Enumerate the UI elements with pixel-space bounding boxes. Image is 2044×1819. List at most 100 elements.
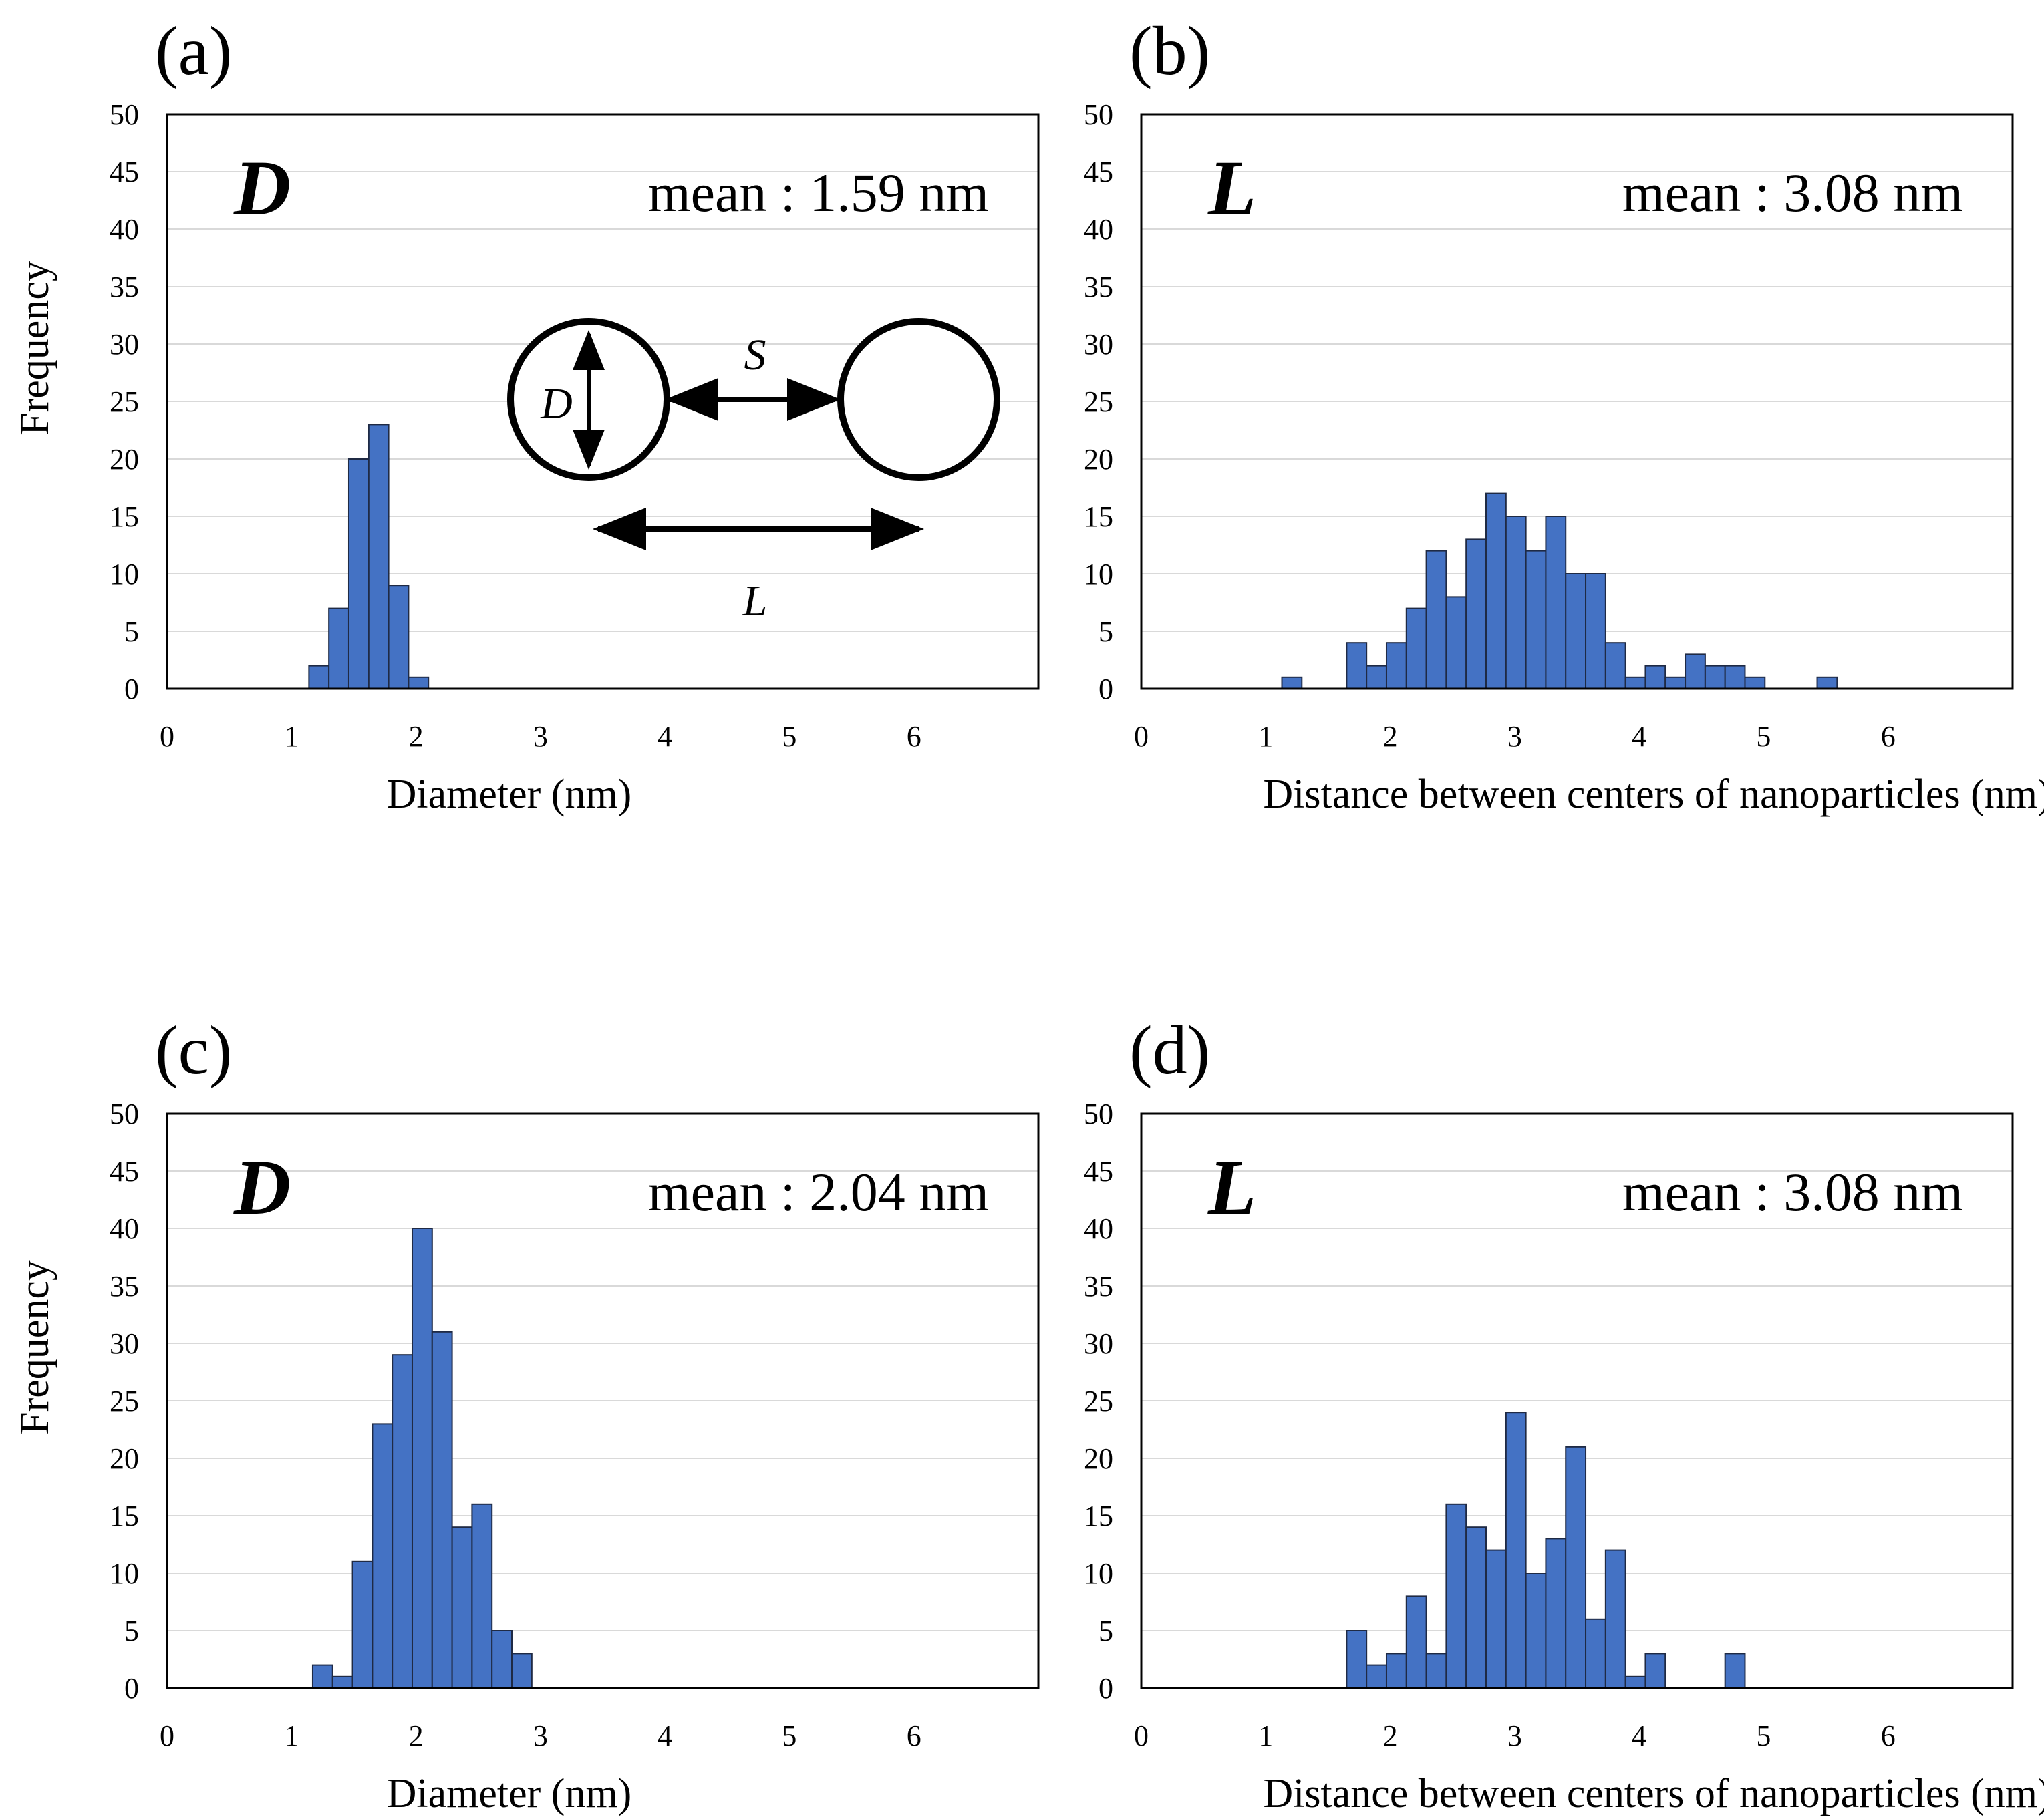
x-tick-label: 2	[1383, 720, 1398, 753]
y-tick-label: 30	[1084, 328, 1113, 361]
histogram-bar	[1366, 665, 1387, 689]
x-tick-label: 1	[1258, 720, 1273, 753]
y-tick-label: 45	[110, 156, 139, 188]
panel-label: (c)	[155, 1012, 232, 1089]
histogram-bar	[408, 676, 430, 689]
y-tick-label: 40	[110, 1212, 139, 1245]
y-tick-label: 50	[1084, 98, 1113, 131]
x-tick-label: 3	[533, 1719, 548, 1752]
x-tick-label: 5	[1756, 720, 1771, 753]
histogram-bar	[1545, 516, 1567, 689]
histogram-bar	[431, 1331, 453, 1689]
histogram-bar	[1465, 538, 1487, 690]
histogram-bar	[1565, 1446, 1587, 1689]
y-tick-label: 10	[110, 1557, 139, 1590]
histogram-bar	[1816, 676, 1838, 689]
corner-label: L	[1207, 1144, 1256, 1231]
y-tick-label: 40	[1084, 213, 1113, 246]
y-tick-label: 0	[1099, 1672, 1113, 1705]
x-tick-label: 2	[1383, 1719, 1398, 1752]
y-tick-label: 45	[1084, 1155, 1113, 1188]
mean-label: mean : 3.08 nm	[1622, 162, 1963, 223]
histogram-bar	[1505, 516, 1527, 689]
y-tick-label: 10	[110, 558, 139, 591]
x-tick-label: 4	[658, 720, 672, 753]
histogram-bar	[1585, 1618, 1606, 1689]
histogram-bar	[311, 1664, 333, 1689]
histogram-bar	[471, 1503, 493, 1689]
histogram-bar	[372, 1423, 394, 1689]
panel-label: (b)	[1129, 13, 1210, 90]
x-tick-label: 1	[1258, 1719, 1273, 1752]
histogram-bar	[491, 1630, 513, 1689]
mean-label: mean : 1.59 nm	[648, 162, 989, 223]
y-tick-label: 30	[110, 1327, 139, 1360]
histogram-bar	[1385, 642, 1407, 690]
histogram-bar	[1644, 1653, 1666, 1689]
y-axis-label: Frequency	[12, 261, 57, 436]
x-tick-label: 6	[907, 1719, 921, 1752]
histogram-bar	[1445, 1503, 1467, 1689]
histogram-bar	[1465, 1526, 1487, 1689]
x-tick-label: 1	[284, 720, 299, 753]
y-tick-label: 25	[1084, 385, 1113, 418]
x-tick-label: 3	[533, 720, 548, 753]
histogram-bar	[1664, 676, 1687, 689]
histogram-bar	[1425, 550, 1447, 689]
histogram-bar	[511, 1653, 533, 1689]
histogram-bar	[411, 1228, 433, 1689]
histogram-bar	[1346, 1630, 1368, 1689]
y-tick-label: 40	[110, 213, 139, 246]
y-tick-label: 25	[1084, 1385, 1113, 1418]
x-tick-label: 4	[658, 1719, 672, 1752]
x-tick-label: 3	[1507, 720, 1522, 753]
y-tick-label: 5	[1099, 615, 1113, 648]
histogram-bar	[1624, 1675, 1646, 1689]
histogram-bar	[1744, 676, 1766, 689]
histogram-bar	[1505, 1412, 1527, 1689]
histogram-bar	[1724, 1653, 1746, 1689]
x-tick-label: 0	[1134, 720, 1149, 753]
y-tick-label: 5	[124, 615, 139, 648]
histogram-bar	[1585, 573, 1606, 689]
y-tick-label: 10	[1084, 558, 1113, 591]
histogram-bar	[1624, 676, 1646, 689]
y-tick-label: 15	[110, 1500, 139, 1532]
histogram-bar	[1405, 1595, 1427, 1689]
plot-frame	[166, 1112, 1040, 1689]
y-tick-label: 50	[110, 98, 139, 131]
y-tick-label: 35	[1084, 271, 1113, 303]
histogram-bar	[1724, 665, 1746, 689]
y-tick-label: 25	[110, 1385, 139, 1418]
histogram-bar	[451, 1526, 473, 1689]
histogram-bar	[1525, 550, 1547, 689]
histogram-bar	[1485, 1549, 1507, 1689]
histogram-bar	[1525, 1573, 1547, 1689]
y-tick-label: 45	[1084, 156, 1113, 188]
x-tick-label: 1	[284, 1719, 299, 1752]
histogram-bar	[1445, 596, 1467, 690]
x-tick-label: 2	[409, 1719, 424, 1752]
x-tick-label: 6	[1881, 1719, 1896, 1752]
histogram-bar	[388, 585, 410, 690]
x-tick-label: 4	[1632, 720, 1646, 753]
x-tick-label: 5	[782, 1719, 796, 1752]
particle-circle-right	[837, 318, 1000, 481]
histogram-bar	[1545, 1538, 1567, 1689]
histogram-bar	[308, 665, 330, 689]
corner-label: D	[233, 144, 291, 232]
y-tick-label: 35	[110, 271, 139, 303]
histogram-bar	[1644, 665, 1666, 689]
histogram-bar	[392, 1354, 413, 1689]
y-tick-label: 15	[1084, 500, 1113, 533]
y-tick-label: 20	[1084, 1442, 1113, 1475]
panel-label: (d)	[1129, 1012, 1210, 1089]
y-tick-label: 45	[110, 1155, 139, 1188]
histogram-bar	[351, 1560, 374, 1689]
mean-label: mean : 3.08 nm	[1622, 1162, 1963, 1222]
y-tick-label: 0	[1099, 673, 1113, 705]
x-axis-label: Diameter (nm)	[387, 772, 632, 817]
